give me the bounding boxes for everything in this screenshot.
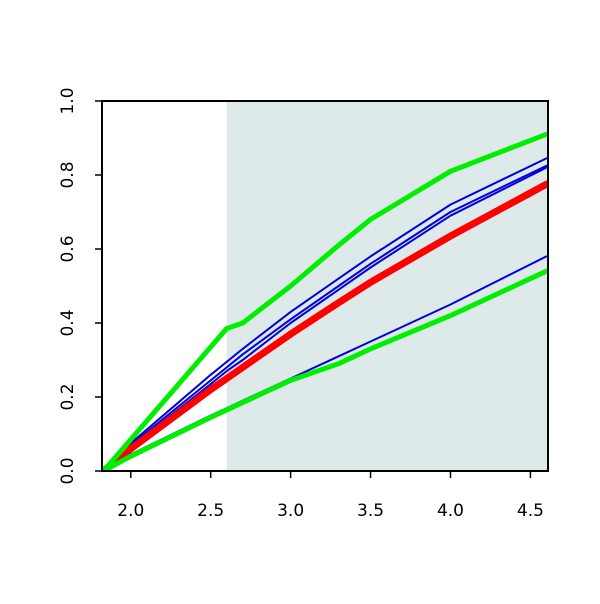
shaded-region [226,101,548,471]
x-tick-label: 4.5 [517,501,544,521]
y-tick-label: 0.2 [58,383,78,410]
line [102,157,548,471]
plot-frame [101,100,549,472]
x-tick-label: 3.5 [357,501,384,521]
y-tick-label: 0.6 [58,235,78,262]
y-tick-label: 0.4 [58,309,78,336]
x-tick-label: 2.5 [197,501,224,521]
x-tick-label: 4.0 [437,501,464,521]
line [102,268,548,471]
plot-area [102,131,548,471]
y-tick-label: 0.8 [58,161,78,188]
x-tick-label: 3.0 [277,501,304,521]
line [102,164,548,471]
x-tick-label: 2.0 [117,501,144,521]
y-tick-label: 0.0 [58,457,78,484]
line [102,180,548,471]
line [102,131,548,471]
y-tick-label: 1.0 [58,87,78,114]
